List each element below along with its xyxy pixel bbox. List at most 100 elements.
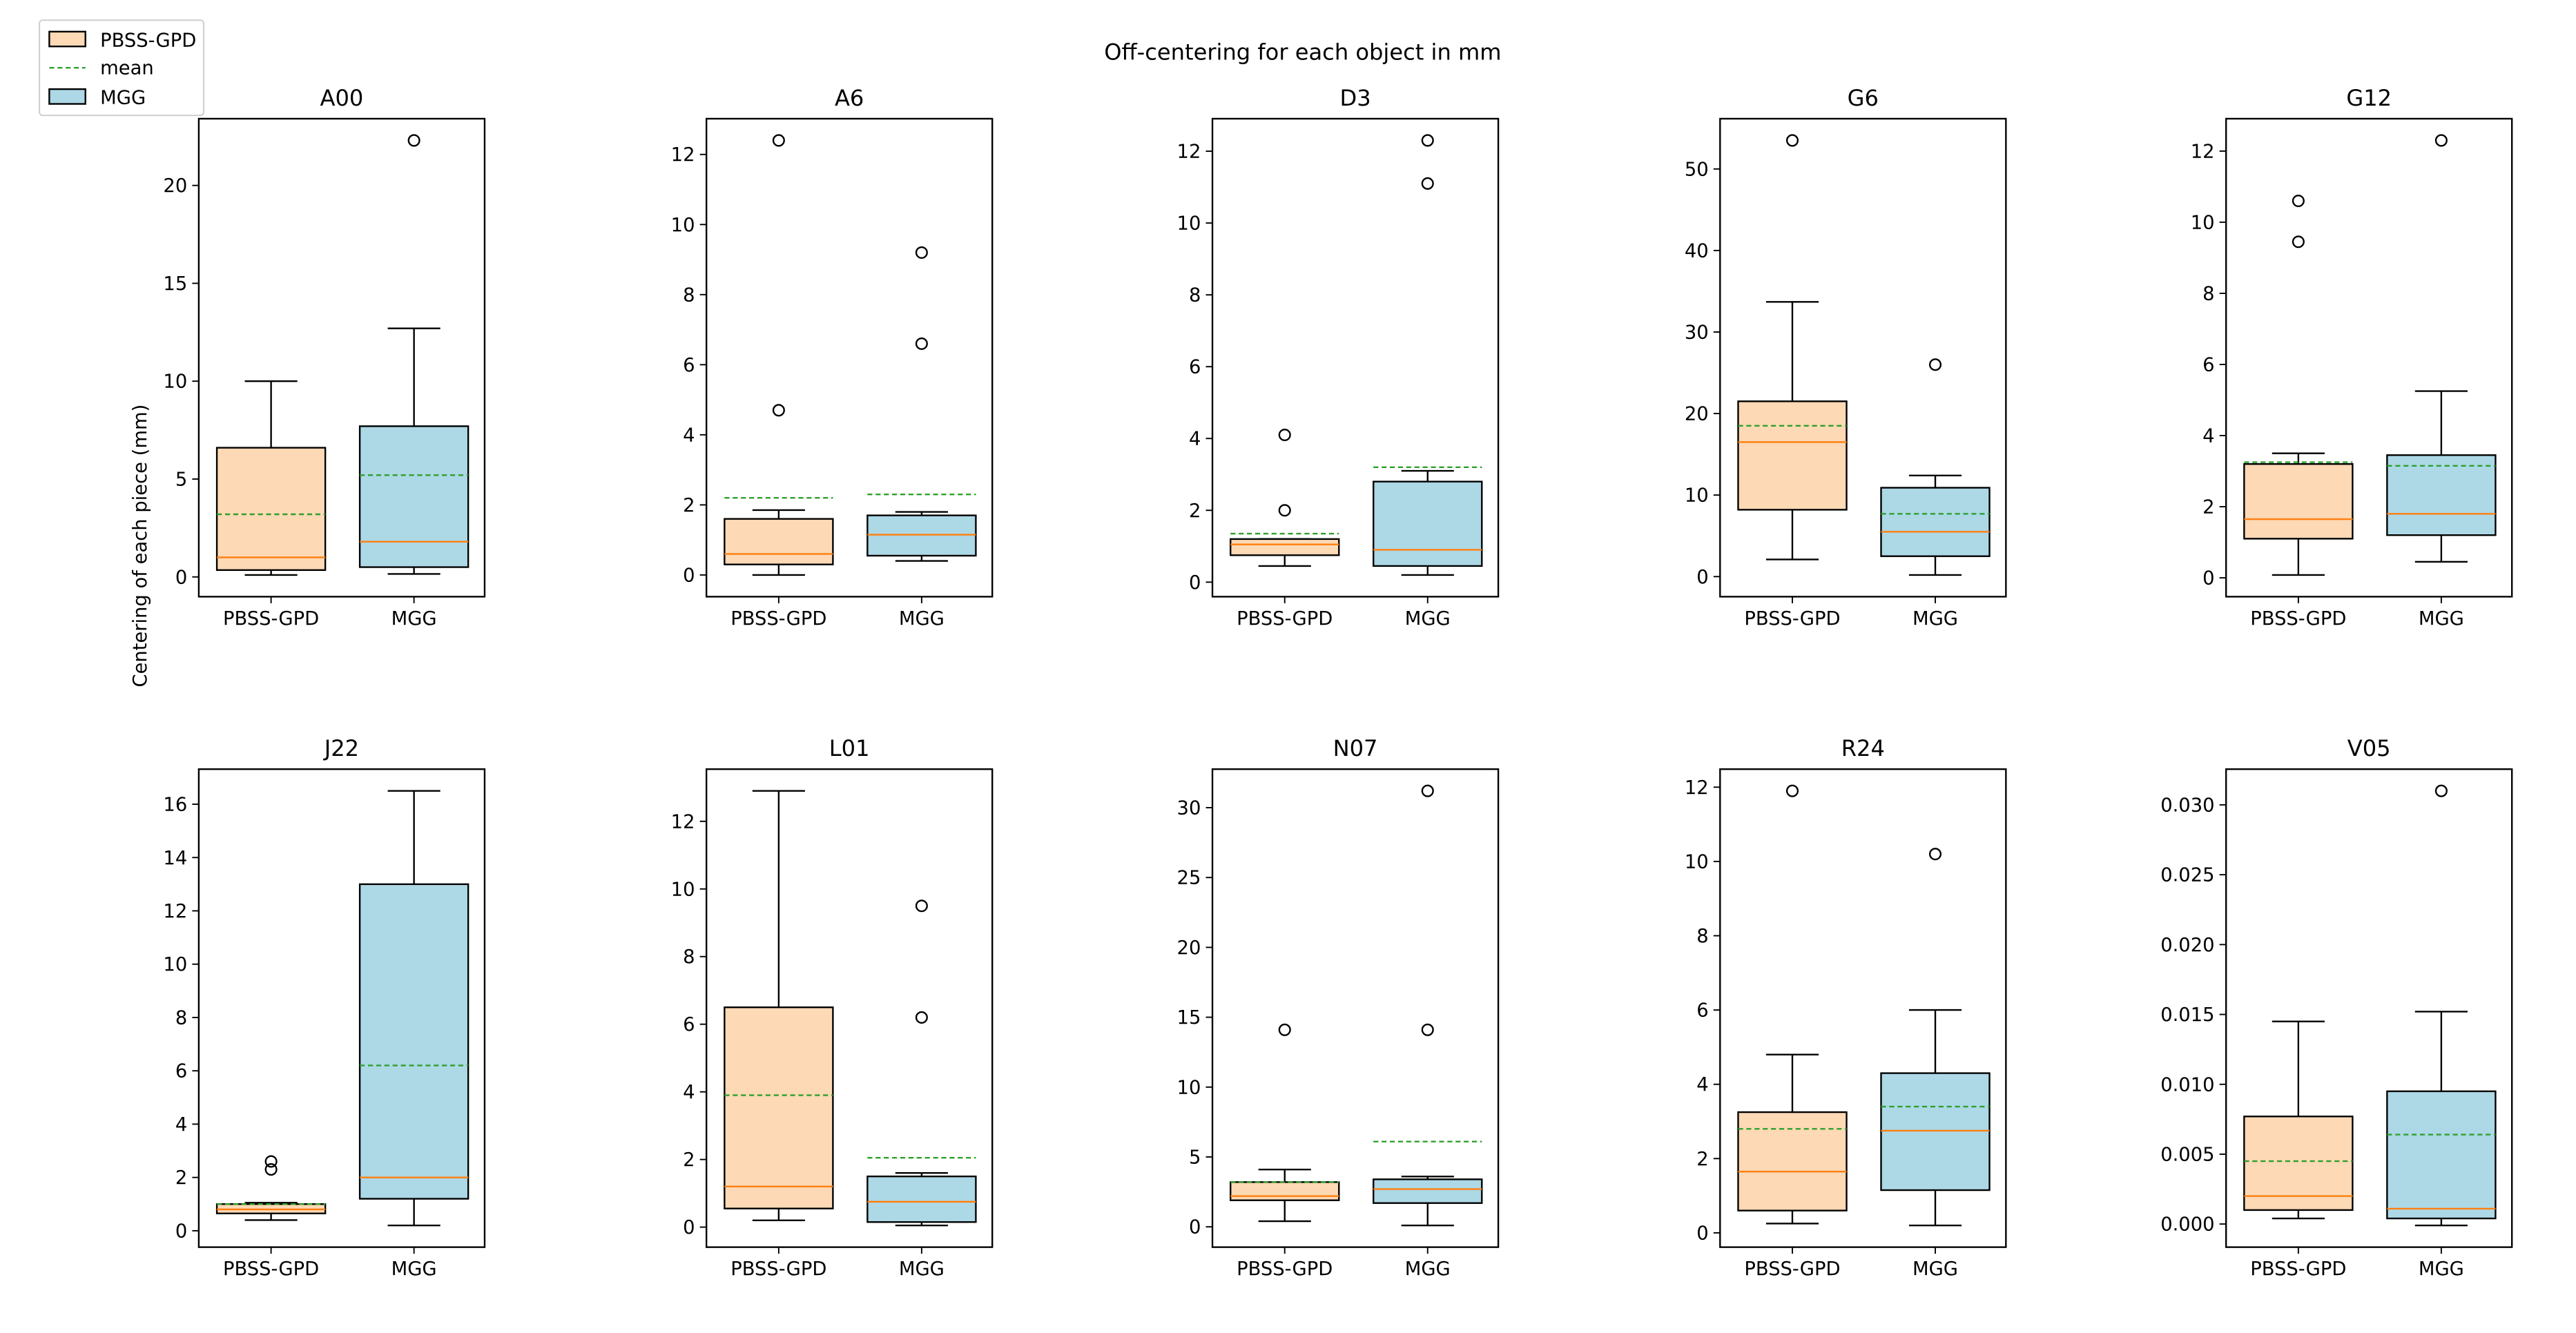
- legend-label-mean: mean: [100, 58, 154, 79]
- y-tick-label: 0: [175, 567, 187, 588]
- y-tick-label: 20: [163, 175, 187, 197]
- x-tick-label: PBSS-GPD: [2250, 1258, 2346, 1280]
- x-tick-label: PBSS-GPD: [223, 1258, 319, 1280]
- panel-title: R24: [1841, 735, 1885, 761]
- y-tick-label: 2: [683, 495, 695, 516]
- box-pbss-gpd: [724, 1006, 834, 1209]
- x-tick-label: PBSS-GPD: [223, 608, 319, 630]
- panel-g6: G6 0 10 20 30 40 50 PBSS-GPD MGG: [1685, 85, 2007, 630]
- outlier-mgg: [1928, 848, 1942, 861]
- outlier-mgg: [407, 134, 420, 147]
- panel-g12: G12 0 2 4 6 8 10 12 PBSS-GPD MGG: [2191, 85, 2513, 630]
- legend-label-pbss-gpd: PBSS-GPD: [100, 30, 196, 51]
- y-tick-label: 10: [163, 371, 187, 393]
- x-tick-label: PBSS-GPD: [1237, 608, 1333, 630]
- outlier-pbss-gpd: [264, 1155, 278, 1168]
- y-tick-label: 12: [1177, 142, 1201, 163]
- y-tick-label: 0: [683, 1217, 695, 1238]
- axes-frame: [1719, 768, 2007, 1248]
- outlier-pbss-gpd: [1278, 428, 1291, 442]
- outlier-pbss-gpd: [264, 1163, 278, 1176]
- panel-d3: D3 0 2 4 6 8 10 12 PBSS-GPD MGG: [1177, 85, 1500, 630]
- panel-title: V05: [2347, 735, 2391, 761]
- panel-title: D3: [1339, 85, 1371, 111]
- y-tick-label: 4: [683, 425, 695, 446]
- y-tick-label: 0: [1189, 1217, 1201, 1238]
- y-tick-label: 10: [671, 215, 695, 236]
- x-tick-label: PBSS-GPD: [2250, 608, 2346, 630]
- y-tick-label: 6: [683, 355, 695, 376]
- axes-frame: [2225, 117, 2513, 598]
- x-tick-label: MGG: [899, 608, 945, 630]
- legend-label-mgg: MGG: [100, 88, 146, 109]
- box-pbss-gpd: [724, 518, 834, 565]
- y-tick-label: 0.010: [2160, 1074, 2214, 1096]
- outlier-mgg: [1928, 358, 1942, 371]
- y-tick-label: 12: [1685, 777, 1709, 799]
- box-pbss-gpd: [1737, 1111, 1848, 1212]
- y-tick-label: 10: [1177, 1077, 1201, 1098]
- x-tick-label: PBSS-GPD: [1237, 1258, 1333, 1280]
- y-tick-label: 4: [2202, 425, 2214, 447]
- panel-title: A00: [320, 85, 364, 111]
- panel-j22: J22 0 2 4 6 8 10 12 14 16 PBSS-GPD MGG: [163, 735, 486, 1280]
- box-mgg: [1880, 1072, 1991, 1191]
- outlier-pbss-gpd: [1278, 504, 1291, 517]
- x-tick-label: MGG: [2419, 1258, 2464, 1280]
- y-tick-label: 0: [1696, 1223, 1708, 1244]
- y-tick-label: 12: [671, 811, 695, 833]
- legend-swatch-mgg: [48, 88, 86, 105]
- y-tick-label: 2: [175, 1167, 187, 1189]
- axes-frame: [1211, 117, 1500, 598]
- y-tick-label: 6: [1189, 357, 1201, 378]
- x-tick-label: PBSS-GPD: [730, 1258, 826, 1280]
- box-mgg: [358, 425, 469, 568]
- outlier-mgg: [915, 899, 928, 913]
- outlier-mgg: [2434, 134, 2448, 147]
- y-tick-label: 0.005: [2160, 1144, 2214, 1165]
- x-tick-label: MGG: [391, 1258, 437, 1280]
- outlier-pbss-gpd: [1278, 1023, 1291, 1036]
- y-tick-label: 4: [175, 1114, 187, 1136]
- y-tick-label: 6: [175, 1061, 187, 1082]
- y-axis-label: Centering of each piece (mm): [130, 405, 151, 688]
- figure-title: Off-centering for each object in mm: [1104, 39, 1501, 65]
- y-tick-label: 10: [1685, 485, 1709, 507]
- x-tick-label: PBSS-GPD: [1744, 608, 1840, 630]
- y-tick-label: 12: [671, 144, 695, 166]
- outlier-pbss-gpd: [2292, 194, 2305, 208]
- y-tick-label: 8: [683, 946, 695, 968]
- axes-frame: [2225, 768, 2513, 1248]
- y-tick-label: 0: [1189, 572, 1201, 594]
- y-tick-label: 10: [1177, 213, 1201, 235]
- y-tick-label: 0: [2202, 568, 2214, 590]
- x-tick-label: MGG: [1405, 1258, 1451, 1280]
- box-mgg: [866, 514, 977, 557]
- outlier-mgg: [2434, 784, 2448, 797]
- x-tick-label: MGG: [899, 1258, 945, 1280]
- x-tick-label: MGG: [2419, 608, 2464, 630]
- y-tick-label: 0.025: [2160, 865, 2214, 886]
- outlier-mgg: [1421, 784, 1434, 797]
- y-tick-label: 30: [1685, 322, 1709, 343]
- y-tick-label: 15: [1177, 1007, 1201, 1029]
- y-tick-label: 8: [683, 284, 695, 306]
- box-pbss-gpd: [1230, 538, 1340, 556]
- y-tick-label: 12: [163, 901, 187, 922]
- x-tick-label: MGG: [391, 608, 437, 630]
- x-tick-label: MGG: [1912, 608, 1958, 630]
- outlier-mgg: [915, 246, 928, 259]
- y-tick-label: 8: [1696, 926, 1708, 947]
- box-mgg: [2386, 1090, 2497, 1220]
- y-tick-label: 10: [1685, 851, 1709, 873]
- y-tick-label: 16: [163, 795, 187, 816]
- y-tick-label: 0.030: [2160, 795, 2214, 816]
- y-tick-label: 0: [1696, 567, 1708, 588]
- axes-frame: [197, 117, 486, 598]
- box-mgg: [1373, 1178, 1483, 1204]
- y-tick-label: 6: [683, 1014, 695, 1035]
- y-tick-label: 0.020: [2160, 935, 2214, 956]
- y-tick-label: 8: [175, 1007, 187, 1029]
